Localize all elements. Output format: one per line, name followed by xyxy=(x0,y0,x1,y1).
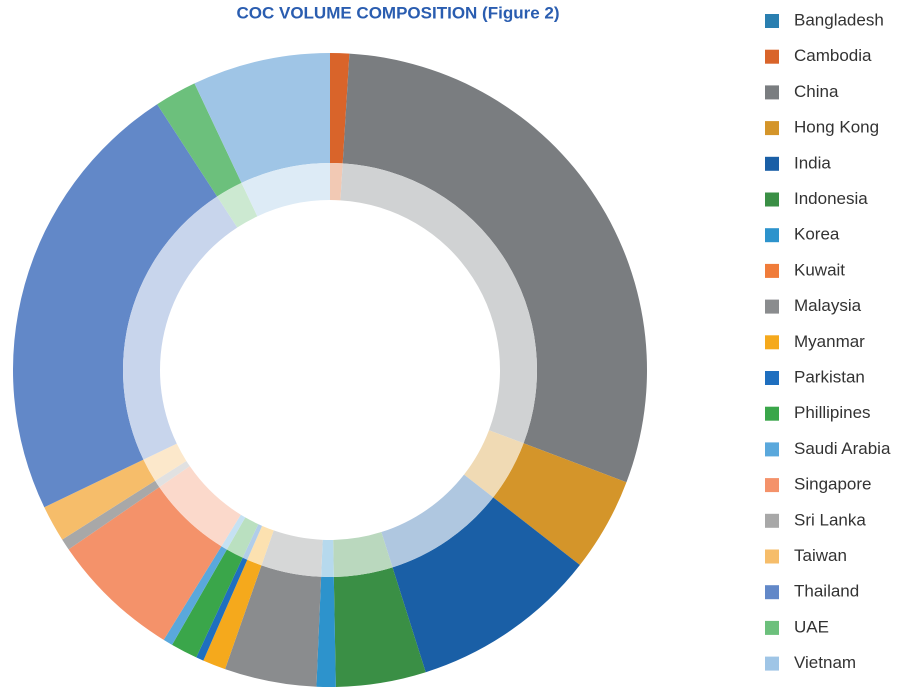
inner-slice xyxy=(226,517,259,558)
inner-slice xyxy=(123,196,238,460)
slice xyxy=(62,480,160,550)
legend-label: Cambodia xyxy=(794,46,872,65)
legend-label: Taiwan xyxy=(794,546,847,565)
legend-swatch xyxy=(765,299,779,314)
legend-label: Indonesia xyxy=(794,189,868,208)
inner-slice xyxy=(340,163,537,444)
slice xyxy=(493,443,627,566)
chart-title: COC VOLUME COMPOSITION (Figure 2) xyxy=(236,3,559,22)
legend-label: Thailand xyxy=(794,582,859,601)
inner-slice xyxy=(143,443,187,481)
legend-label: UAE xyxy=(794,617,829,636)
legend-label: Vietnam xyxy=(794,653,856,672)
inner-slice xyxy=(261,530,323,577)
inner-slice xyxy=(321,539,334,577)
inner-slice xyxy=(330,163,343,201)
legend-label: Saudi Arabia xyxy=(794,439,891,458)
legend-label: Parkistan xyxy=(794,367,865,386)
legend-swatch xyxy=(765,585,779,600)
slice xyxy=(172,549,243,658)
slice xyxy=(203,559,262,670)
legend-swatch xyxy=(765,371,779,385)
inner-slice xyxy=(221,514,246,550)
legend-label: Sri Lanka xyxy=(794,510,866,529)
legend-swatch xyxy=(765,85,779,100)
slice xyxy=(163,546,227,645)
legend-swatch xyxy=(765,49,779,64)
slice xyxy=(225,565,322,687)
legend-label: Malaysia xyxy=(794,296,862,315)
inner-slice xyxy=(247,525,274,566)
slice xyxy=(157,83,242,197)
inner-slice xyxy=(241,163,330,217)
legend-label: Korea xyxy=(794,225,840,244)
legend-swatch xyxy=(765,121,779,136)
legend-swatch xyxy=(765,620,779,635)
legend-label: Bangladesh xyxy=(794,10,884,29)
legend-swatch xyxy=(765,156,779,171)
legend-label: Hong Kong xyxy=(794,118,879,137)
slice xyxy=(68,487,222,640)
legend-swatch xyxy=(765,263,779,278)
legend-swatch xyxy=(765,513,779,528)
inner-slice xyxy=(242,524,263,560)
inner-slice xyxy=(464,430,524,498)
legend-swatch xyxy=(765,228,779,243)
slice xyxy=(333,567,426,687)
slice xyxy=(342,53,648,483)
slice xyxy=(194,53,330,183)
legend-swatch xyxy=(765,192,779,207)
legend-swatch xyxy=(765,478,779,493)
legend-swatch xyxy=(765,406,779,421)
legend-label: China xyxy=(794,82,839,101)
inner-slice xyxy=(155,460,190,488)
legend-label: Myanmar xyxy=(794,332,865,351)
slice xyxy=(330,53,350,164)
legend-label: Singapore xyxy=(794,475,872,494)
legend-label: Phillipines xyxy=(794,403,871,422)
slice xyxy=(392,497,580,673)
legend-label: India xyxy=(794,153,831,172)
inner-slice xyxy=(381,474,494,568)
legend-swatch xyxy=(765,656,779,671)
inner-slice xyxy=(333,532,393,577)
slice xyxy=(316,576,336,687)
legend-swatch xyxy=(765,14,779,28)
inner-slice xyxy=(217,182,258,228)
slice xyxy=(44,459,156,540)
slice xyxy=(196,557,248,661)
legend-label: Kuwait xyxy=(794,260,845,279)
slice xyxy=(12,104,218,508)
legend-swatch xyxy=(765,335,779,350)
inner-slice xyxy=(159,466,241,547)
legend-swatch xyxy=(765,442,779,457)
legend-swatch xyxy=(765,549,779,564)
